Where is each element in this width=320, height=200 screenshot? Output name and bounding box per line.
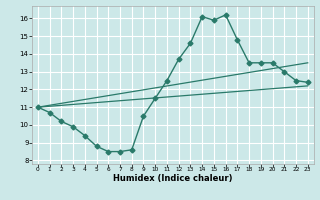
X-axis label: Humidex (Indice chaleur): Humidex (Indice chaleur)	[113, 174, 233, 183]
